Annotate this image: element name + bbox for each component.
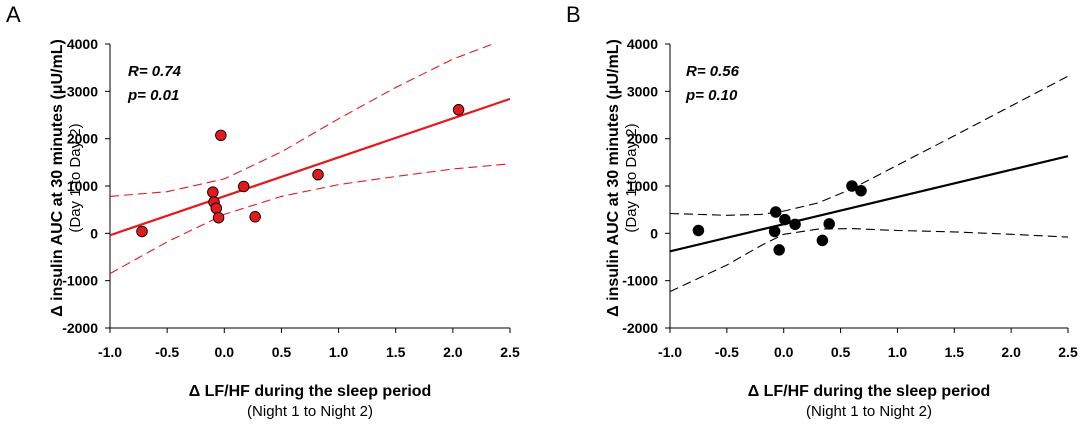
p-value: = 0.10 bbox=[695, 87, 738, 104]
x-tick-label: 0.0 bbox=[774, 344, 794, 360]
regression-line bbox=[110, 97, 510, 237]
data-point bbox=[770, 206, 782, 218]
r-value: = 0.56 bbox=[697, 63, 740, 80]
p-value: = 0.01 bbox=[137, 87, 179, 104]
ci-upper-line bbox=[670, 75, 1068, 216]
data-point bbox=[215, 129, 227, 142]
data-point bbox=[312, 168, 324, 181]
p-label: p bbox=[685, 87, 695, 104]
data-point bbox=[768, 225, 781, 238]
y-tick-label: 3000 bbox=[627, 83, 658, 99]
data-point bbox=[789, 218, 801, 231]
data-point bbox=[207, 186, 219, 198]
y-tick-label: -2000 bbox=[62, 320, 98, 336]
x-tick-label: -0.5 bbox=[715, 344, 739, 360]
data-point bbox=[773, 244, 785, 256]
data-point bbox=[249, 211, 261, 223]
p-statistic: p= 0.10 bbox=[685, 87, 738, 104]
x-tick-label: -1.0 bbox=[98, 344, 122, 360]
data-point bbox=[823, 218, 835, 230]
data-point bbox=[212, 211, 225, 224]
panel-b: B 4000 3000 2000 1000 0 -1000 -2000-1.0 -0.5 0.0 0… bbox=[566, 2, 1078, 420]
y-tick-label: -1000 bbox=[622, 273, 658, 289]
y-tick-label: 1000 bbox=[627, 178, 658, 194]
y-tick-label: -1000 bbox=[62, 273, 98, 289]
r-label: R bbox=[686, 63, 697, 80]
data-point bbox=[452, 104, 465, 116]
y-tick-label: 4000 bbox=[67, 36, 98, 52]
y-axis-title: Δ insulin AUC at 30 minutes (μU/mL) bbox=[49, 39, 66, 317]
y-tick-label: 2000 bbox=[67, 131, 98, 147]
x-axis-title: Δ LF/HF during the sleep period bbox=[189, 383, 432, 400]
x-tick-label: 2.0 bbox=[1001, 344, 1021, 360]
r-statistic: R= 0.56 bbox=[686, 63, 740, 80]
x-tick-label: 2.5 bbox=[500, 344, 520, 360]
y-tick-label: 1000 bbox=[67, 178, 98, 194]
y-tick-label: 0 bbox=[650, 225, 658, 241]
x-tick-label: 1.0 bbox=[329, 344, 349, 360]
panel-a: A 4000 3000 2000 1000 0 -1000 -2000-1.0 -0.5 0.0 0… bbox=[6, 2, 520, 420]
x-tick-label: 1.5 bbox=[386, 344, 406, 360]
data-point bbox=[210, 202, 223, 214]
data-point bbox=[237, 180, 250, 193]
data-point bbox=[855, 184, 867, 197]
y-tick-label: -2000 bbox=[622, 320, 658, 336]
x-tick-label: 2.0 bbox=[443, 344, 463, 360]
ci-upper-line bbox=[110, 43, 494, 197]
r-label: R bbox=[128, 63, 139, 80]
r-statistic: R= 0.74 bbox=[128, 63, 182, 80]
r-value: = 0.74 bbox=[139, 63, 182, 80]
data-point bbox=[136, 225, 148, 238]
x-tick-label: 2.5 bbox=[1058, 344, 1078, 360]
x-axis-subtitle: (Night 1 to Night 2) bbox=[247, 403, 373, 420]
y-tick-label: 3000 bbox=[67, 83, 98, 99]
ci-lower-line bbox=[670, 228, 1068, 293]
ci-lower-line bbox=[110, 163, 510, 275]
y-tick-label: 0 bbox=[90, 225, 98, 241]
data-point bbox=[816, 234, 829, 247]
y-tick-label: 2000 bbox=[627, 131, 658, 147]
data-point bbox=[692, 224, 705, 237]
x-tick-label: 1.0 bbox=[888, 344, 908, 360]
y-axis-title: Δ insulin AUC at 30 minutes (μU/mL) bbox=[605, 39, 622, 317]
p-statistic: p= 0.01 bbox=[127, 87, 179, 104]
data-point bbox=[779, 213, 791, 226]
data-point bbox=[846, 180, 858, 192]
y-axis-subtitle: (Day 1 to Day 2) bbox=[67, 123, 84, 232]
x-axis-title: Δ LF/HF during the sleep period bbox=[748, 383, 991, 400]
x-axis-subtitle: (Night 1 to Night 2) bbox=[806, 403, 932, 420]
x-tick-label: -1.0 bbox=[658, 344, 682, 360]
p-label: p bbox=[127, 87, 137, 104]
x-tick-label: 0.0 bbox=[215, 344, 235, 360]
x-tick-label: 1.5 bbox=[945, 344, 965, 360]
x-tick-label: -0.5 bbox=[155, 344, 179, 360]
panel-letter: B bbox=[566, 2, 581, 27]
x-tick-label: 0.5 bbox=[831, 344, 851, 360]
panel-letter: A bbox=[6, 2, 21, 27]
y-tick-label: 4000 bbox=[627, 36, 658, 52]
x-tick-label: 0.5 bbox=[272, 344, 292, 360]
y-axis-subtitle: (Day 1 to Day 2) bbox=[623, 123, 640, 232]
regression-line bbox=[670, 155, 1068, 253]
